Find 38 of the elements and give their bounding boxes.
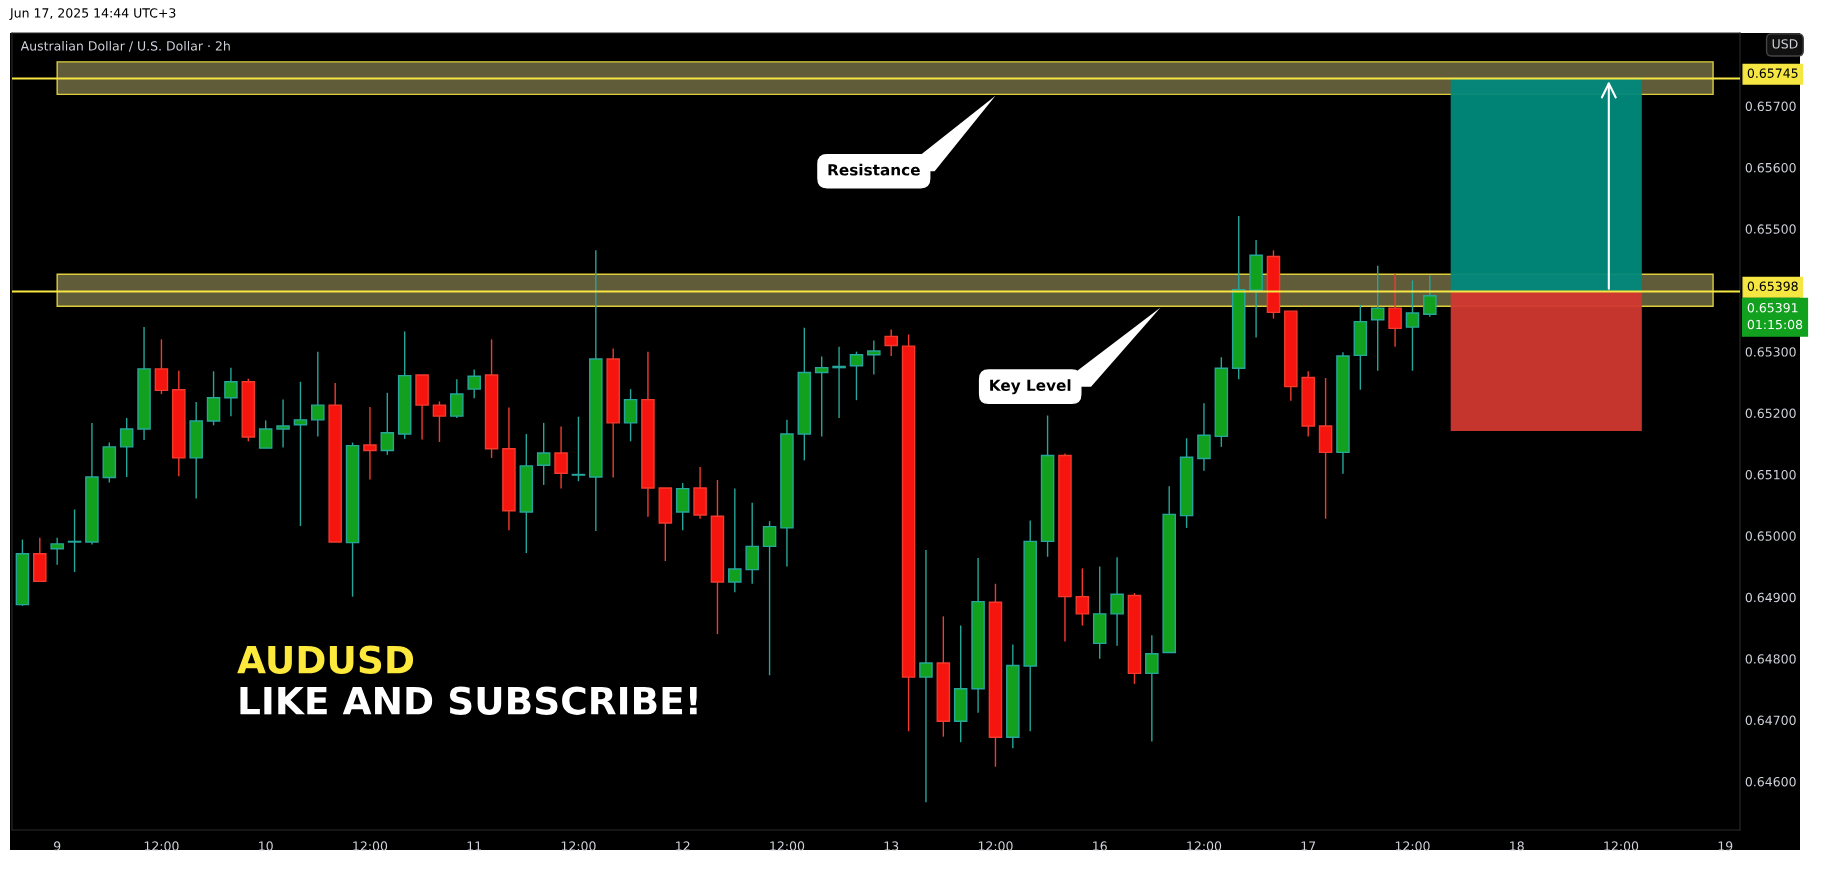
y-tick-label: 0.65300 — [1745, 347, 1796, 357]
y-tick-label: 0.65000 — [1745, 531, 1796, 541]
ref-line-label: 0.65398 — [1747, 281, 1798, 291]
y-tick-label: 0.65200 — [1745, 408, 1796, 419]
y-tick-label: 0.65500 — [1745, 224, 1796, 234]
y-tick-label: 0.64700 — [1745, 715, 1796, 726]
text: Jun 17, 2025 14:44 UTC+3 — [9, 8, 176, 20]
y-axis-title: USD — [1772, 39, 1798, 49]
y-tick-label: 0.64600 — [1745, 776, 1796, 787]
y-tick-label: 0.65600 — [1745, 162, 1796, 173]
x-tick-label: 19 — [1718, 841, 1733, 851]
y-tick-label: 0.65700 — [1745, 101, 1796, 111]
annotation: Resistance — [828, 163, 920, 176]
x-tick-label: 12:00 — [561, 841, 596, 851]
x-tick-label: 12:00 — [770, 841, 805, 851]
x-tick-label: 12:00 — [1187, 841, 1222, 851]
x-tick-label: 9 — [53, 841, 61, 851]
x-tick-label: 10 — [259, 841, 273, 851]
x-tick-label: 11 — [467, 841, 481, 851]
text: 0.65391 01:15:08 — [1747, 302, 1803, 330]
x-tick-label: 12:00 — [353, 841, 388, 851]
ref-line-label: 0.65745 — [1747, 68, 1798, 78]
x-tick-label: 17 — [1301, 841, 1316, 851]
text: Australian Dollar / U.S. Dollar · 2h — [20, 40, 230, 52]
x-tick-label: 12:00 — [978, 841, 1013, 851]
x-tick-label: 16 — [1093, 841, 1107, 851]
x-tick-label: 12:00 — [144, 841, 179, 851]
annotation: AUDUSD — [237, 645, 414, 674]
x-tick-label: 12 — [676, 841, 690, 851]
y-tick-label: 0.64900 — [1745, 592, 1796, 603]
x-tick-label: 12:00 — [1395, 841, 1430, 851]
annotation: LIKE AND SUBSCRIBE! — [240, 686, 697, 715]
x-tick-label: 12:00 — [1604, 841, 1639, 851]
x-tick-label: 18 — [1510, 841, 1524, 851]
annotation: Key Level — [990, 379, 1071, 395]
x-tick-label: 13 — [884, 841, 899, 851]
y-tick-label: 0.65100 — [1745, 469, 1796, 480]
y-tick-label: 0.64800 — [1745, 654, 1796, 664]
